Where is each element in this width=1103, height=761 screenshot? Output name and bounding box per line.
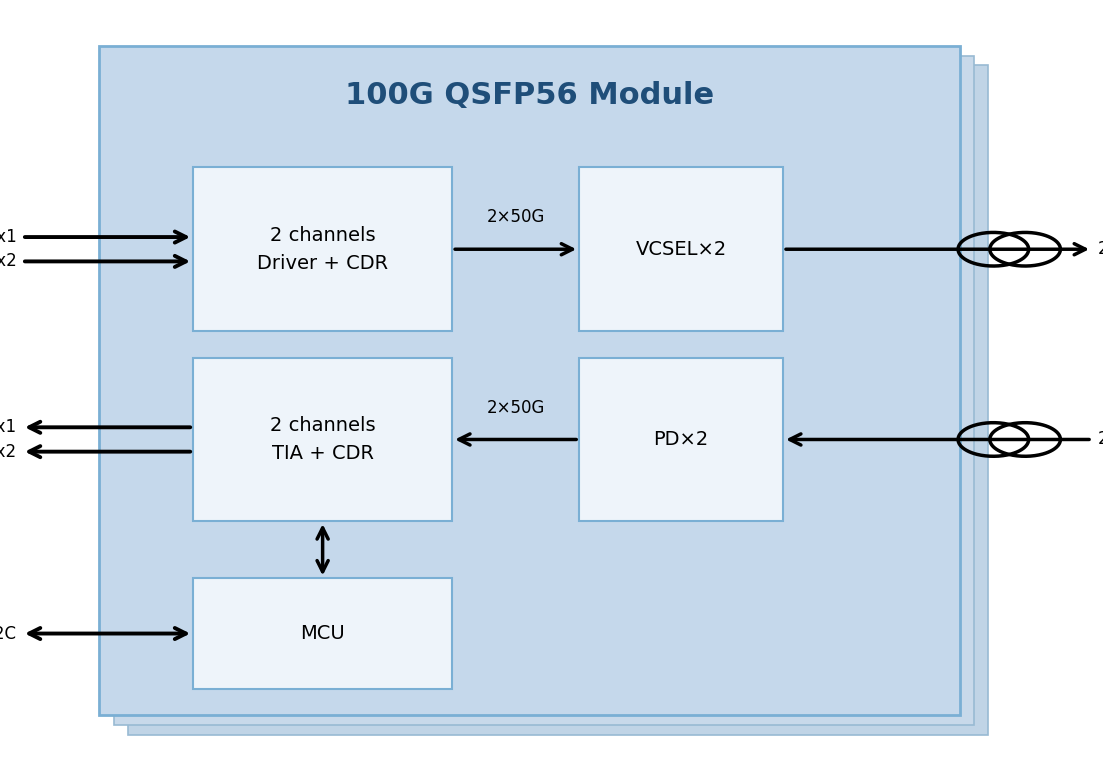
Text: 2×50G: 2×50G [486,399,545,417]
Text: VCSEL×2: VCSEL×2 [635,240,727,259]
Text: Rx1: Rx1 [0,419,17,436]
Text: I2C: I2C [0,625,17,642]
FancyBboxPatch shape [99,46,960,715]
Text: 100G QSFP56 Module: 100G QSFP56 Module [345,81,714,110]
FancyBboxPatch shape [128,65,988,735]
Text: 2 channels
TIA + CDR: 2 channels TIA + CDR [270,416,375,463]
Text: 2×50G: 2×50G [486,209,545,227]
FancyBboxPatch shape [193,358,452,521]
Text: 2 channels
Driver + CDR: 2 channels Driver + CDR [257,226,388,272]
Text: PD×2: PD×2 [653,430,709,449]
FancyBboxPatch shape [579,358,783,521]
Text: Tx1: Tx1 [0,228,17,246]
Text: Tx2: Tx2 [0,253,17,270]
FancyBboxPatch shape [193,578,452,689]
FancyBboxPatch shape [114,56,974,725]
Text: MCU: MCU [300,624,345,643]
FancyBboxPatch shape [579,167,783,331]
Text: 2×50G: 2×50G [1097,431,1103,448]
FancyBboxPatch shape [193,167,452,331]
Text: 2×50G: 2×50G [1097,240,1103,258]
Text: Rx2: Rx2 [0,443,17,460]
